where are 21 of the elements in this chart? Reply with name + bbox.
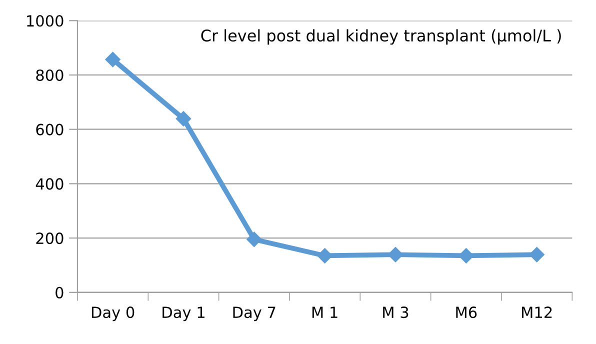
x-tick-label: M6 — [456, 306, 477, 318]
y-tick-label: 600 — [36, 124, 64, 136]
point — [388, 247, 404, 262]
x-tick-label: Day 1 — [162, 306, 204, 322]
point — [105, 52, 120, 68]
y-tick-label: 800 — [36, 69, 64, 82]
point — [458, 248, 474, 264]
point — [176, 111, 192, 126]
y-tick-label: 1000 — [27, 15, 64, 27]
x-tick-label: M 1 — [312, 306, 338, 318]
point — [317, 248, 332, 264]
y-tick-label: 400 — [36, 178, 64, 190]
text: Cr level post dual kidney transplant (µmol/L ) — [201, 29, 561, 45]
x-tick-label: M12 — [522, 306, 552, 318]
x-tick-label: Day 0 — [92, 306, 134, 322]
x-tick-label: M 3 — [383, 306, 408, 318]
point — [246, 232, 262, 247]
point — [529, 247, 544, 262]
y-tick-label: 200 — [36, 232, 64, 244]
x-tick-label: Day 7 — [233, 306, 276, 322]
y-tick-label: 0 — [56, 286, 64, 298]
